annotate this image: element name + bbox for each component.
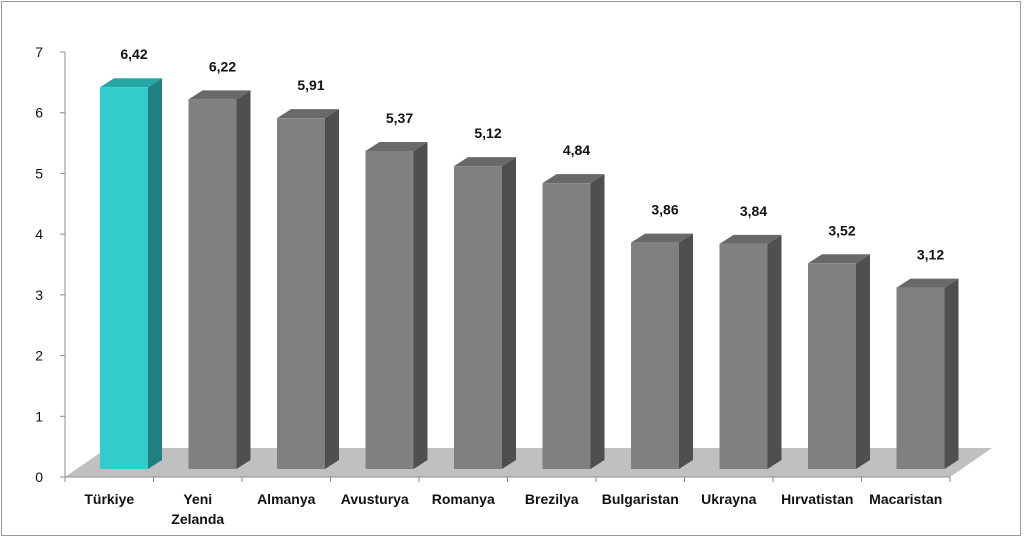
data-label: 5,91 [297, 77, 324, 93]
data-label: 3,52 [828, 222, 855, 238]
x-category-label: Yeni Zelanda [171, 491, 224, 527]
y-tick-label: 2 [35, 348, 43, 364]
data-label: 3,84 [740, 203, 767, 219]
x-category-label-line: Yeni [183, 491, 212, 507]
bar-front-face [808, 263, 856, 469]
x-category-label-line: Avusturya [341, 491, 409, 507]
x-category-label: Bulgaristan [602, 491, 679, 507]
bar-side-face [502, 157, 516, 469]
bar-side-face [679, 233, 693, 469]
bar-front-face [542, 183, 591, 469]
bar-top-face [631, 233, 693, 243]
y-tick-label: 5 [35, 165, 43, 181]
bar-top-face [100, 78, 162, 88]
bar [277, 109, 339, 469]
x-category-label-line: Macaristan [869, 491, 942, 507]
data-label: 6,42 [120, 46, 147, 62]
data-label: 5,37 [386, 110, 413, 126]
bar-top-face [454, 157, 516, 167]
bar [808, 254, 870, 469]
x-category-label: Brezilya [525, 491, 579, 507]
bar-top-face [719, 234, 782, 244]
data-label: 3,12 [917, 247, 944, 263]
bar-side-face [944, 278, 959, 469]
y-tick-label: 4 [35, 226, 43, 242]
x-category-label-line: Bulgaristan [602, 491, 679, 507]
x-category-label-line: Brezilya [525, 491, 579, 507]
x-category-label: Hırvatistan [781, 491, 853, 507]
y-tick-label: 7 [35, 44, 43, 60]
bar-front-face [277, 118, 325, 469]
bar [454, 157, 516, 469]
x-category-label-line: Türkiye [84, 491, 134, 507]
y-tick-label: 0 [35, 469, 43, 485]
bar-side-face [856, 254, 870, 469]
data-label: 3,86 [651, 202, 678, 218]
data-label: 5,12 [474, 125, 501, 141]
bar [100, 78, 162, 469]
bar [542, 174, 605, 469]
bar-front-face [365, 150, 414, 469]
bar-side-face [148, 78, 162, 469]
bar-side-face [236, 90, 251, 469]
bar [188, 90, 251, 469]
x-category-label-line: Almanya [257, 491, 316, 507]
bar-front-face [719, 243, 768, 469]
x-category-label: Macaristan [869, 491, 942, 507]
bar [365, 141, 428, 469]
x-category-label: Ukrayna [701, 491, 756, 507]
bar [896, 278, 959, 469]
bar-side-face [413, 141, 428, 469]
x-category-label-line: Romanya [432, 491, 495, 507]
bar-front-face [631, 242, 679, 469]
data-label: 4,84 [563, 142, 590, 158]
bar-top-face [808, 254, 870, 264]
bar-top-face [365, 141, 428, 151]
bar-top-face [188, 90, 251, 100]
y-tick-label: 1 [35, 408, 43, 424]
bar-front-face [454, 166, 502, 469]
x-category-label: Romanya [432, 491, 495, 507]
x-category-label: Türkiye [84, 491, 134, 507]
bar [631, 233, 693, 469]
bar-front-face [100, 87, 148, 469]
x-category-label: Almanya [257, 491, 316, 507]
x-category-label-line: Ukrayna [701, 491, 756, 507]
data-label: 6,22 [209, 58, 236, 74]
bar-top-face [896, 278, 959, 288]
x-category-label-line: Zelanda [171, 511, 224, 527]
bar-top-face [277, 109, 339, 119]
x-category-label: Avusturya [341, 491, 409, 507]
bar-side-face [325, 109, 339, 469]
y-tick-label: 6 [35, 105, 43, 121]
bar-side-face [590, 174, 605, 469]
bar-top-face [542, 174, 605, 184]
bar-side-face [767, 234, 782, 469]
x-category-label-line: Hırvatistan [781, 491, 853, 507]
bar-front-face [896, 287, 945, 469]
bar [719, 234, 782, 469]
y-tick-label: 3 [35, 287, 43, 303]
bar-front-face [188, 99, 237, 469]
